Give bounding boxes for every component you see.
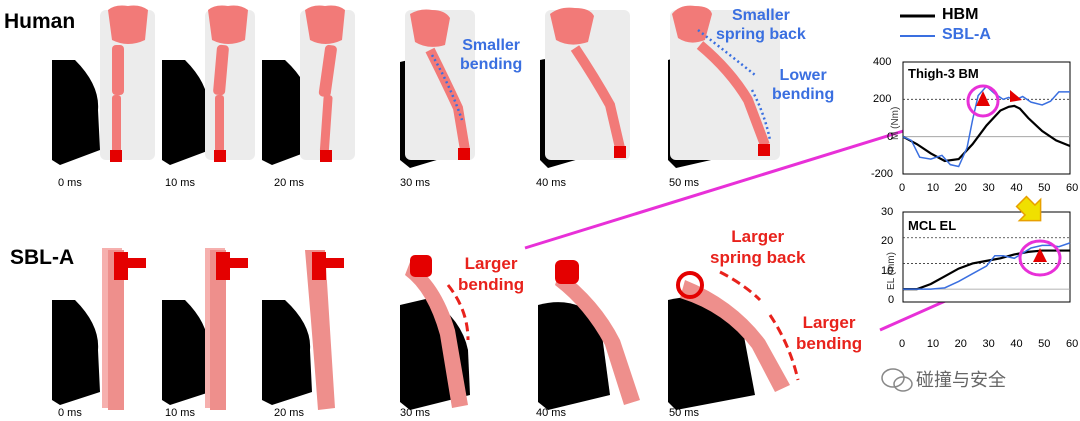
time-label-human-50: 50 ms — [669, 177, 699, 189]
human-frame-40 — [540, 7, 630, 168]
time-label-sbl-30: 30 ms — [400, 407, 430, 419]
time-label-human-40: 40 ms — [536, 177, 566, 189]
up-arrow-2-icon — [1033, 248, 1047, 262]
chart-1-ytick: 200 — [873, 93, 892, 105]
x-tick-label: 10 — [926, 338, 940, 350]
time-label-human-10: 10 ms — [165, 177, 195, 189]
sbl-frame-40 — [538, 260, 640, 410]
series-line-hbm — [902, 104, 1071, 163]
sbl-frame-30 — [400, 255, 470, 410]
human-frame-0 — [52, 5, 155, 165]
chart-mcl-el — [903, 237, 1071, 291]
x-tick-label: 60 — [1066, 182, 1079, 194]
series-line-sbl-a — [903, 242, 1071, 290]
human-frame-50 — [668, 5, 780, 168]
time-label-sbl-40: 40 ms — [536, 407, 566, 419]
vehicle-front — [52, 60, 100, 165]
x-tick-label: 0 — [899, 338, 906, 350]
sbl-frame-10 — [162, 248, 248, 410]
note-larger-bending-1: Larger bending — [458, 254, 525, 294]
x-tick-label: 10 — [926, 182, 940, 194]
note-smaller-spring-back: Smaller spring back — [716, 7, 806, 43]
sbl-frame-20 — [262, 250, 344, 410]
note-larger-spring-back: Larger spring back — [710, 227, 806, 267]
chart-2-ytick: 20 — [881, 235, 894, 247]
row-label-human: Human — [4, 10, 76, 33]
chart-1-frame — [902, 61, 1071, 175]
red-arrow-icon — [1010, 90, 1022, 102]
sbl-frame-0 — [52, 248, 146, 410]
highlight-ellipse-2 — [1018, 239, 1062, 277]
x-tick-label: 50 — [1038, 338, 1051, 350]
x-tick-label: 30 — [982, 182, 995, 194]
up-arrow-1-icon — [976, 91, 990, 106]
time-label-sbl-0: 0 ms — [58, 407, 82, 419]
x-tick-label: 20 — [954, 182, 967, 194]
watermark: 碰撞与安全 — [916, 370, 1006, 390]
x-tick-label: 0 — [899, 182, 906, 194]
series-line-hbm — [903, 249, 1070, 291]
x-tick-label: 50 — [1038, 182, 1051, 194]
chart-1-title: Thigh-3 BM — [908, 66, 979, 81]
time-label-sbl-20: 20 ms — [274, 407, 304, 419]
time-label-sbl-50: 50 ms — [669, 407, 699, 419]
yellow-arrow-icon — [1015, 195, 1042, 222]
note-smaller-bending: Smaller bending — [460, 37, 523, 73]
human-frame-30 — [400, 9, 475, 168]
time-label-human-0: 0 ms — [58, 177, 82, 189]
chart-2-ytick: 30 — [881, 206, 894, 218]
row-label-sbl: SBL-A — [10, 246, 75, 269]
legend-sbl: SBL-A — [942, 26, 991, 43]
chart-2-ytick: 0 — [888, 294, 895, 306]
x-tick-label: 40 — [1010, 182, 1023, 194]
time-label-human-30: 30 ms — [400, 177, 430, 189]
human-frame-20 — [262, 5, 355, 165]
x-tick-label: 30 — [982, 338, 995, 350]
x-tick-label: 20 — [954, 338, 967, 350]
chart-2-title: MCL EL — [908, 218, 957, 233]
chart-1-ytick: -200 — [871, 168, 894, 180]
x-tick-label: 40 — [1010, 338, 1023, 350]
chart-1-ytick: 400 — [873, 56, 892, 68]
chart-1-ytick: 0 — [887, 131, 894, 143]
human-frame-10 — [162, 5, 255, 165]
highlight-ellipse-1 — [966, 84, 1000, 118]
x-tick-label: 60 — [1066, 338, 1079, 350]
legend-hbm: HBM — [942, 6, 979, 23]
note-larger-bending-2: Larger bending — [796, 313, 863, 353]
time-label-human-20: 20 ms — [274, 177, 304, 189]
wechat-icon — [881, 368, 913, 392]
time-label-sbl-10: 10 ms — [165, 407, 195, 419]
chart-2-ytick: 10 — [881, 265, 894, 277]
sbl-frame-50 — [668, 270, 800, 410]
note-lower-bending: Lower bending — [772, 67, 835, 103]
